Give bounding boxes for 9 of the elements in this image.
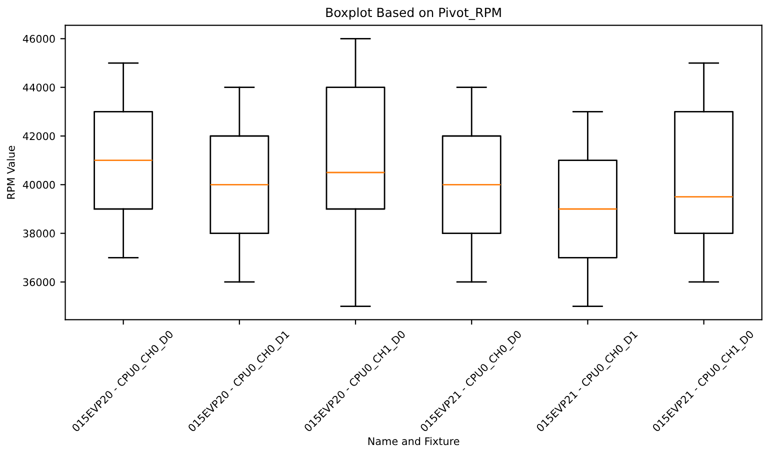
y-tick-label: 46000 [22,34,55,43]
y-tick-label: 36000 [23,278,55,286]
y-tick-label: 38000 [23,230,55,238]
y-tick-label: 44000 [22,84,55,92]
y-tick-label: 40000 [22,180,55,189]
chart-title: Boxplot Based on Pivot_RPM [326,7,501,20]
y-axis-title: RPM Value [6,146,15,199]
x-axis-title: Name and Fixture [368,437,460,446]
y-tick-label: 42000 [22,132,55,140]
